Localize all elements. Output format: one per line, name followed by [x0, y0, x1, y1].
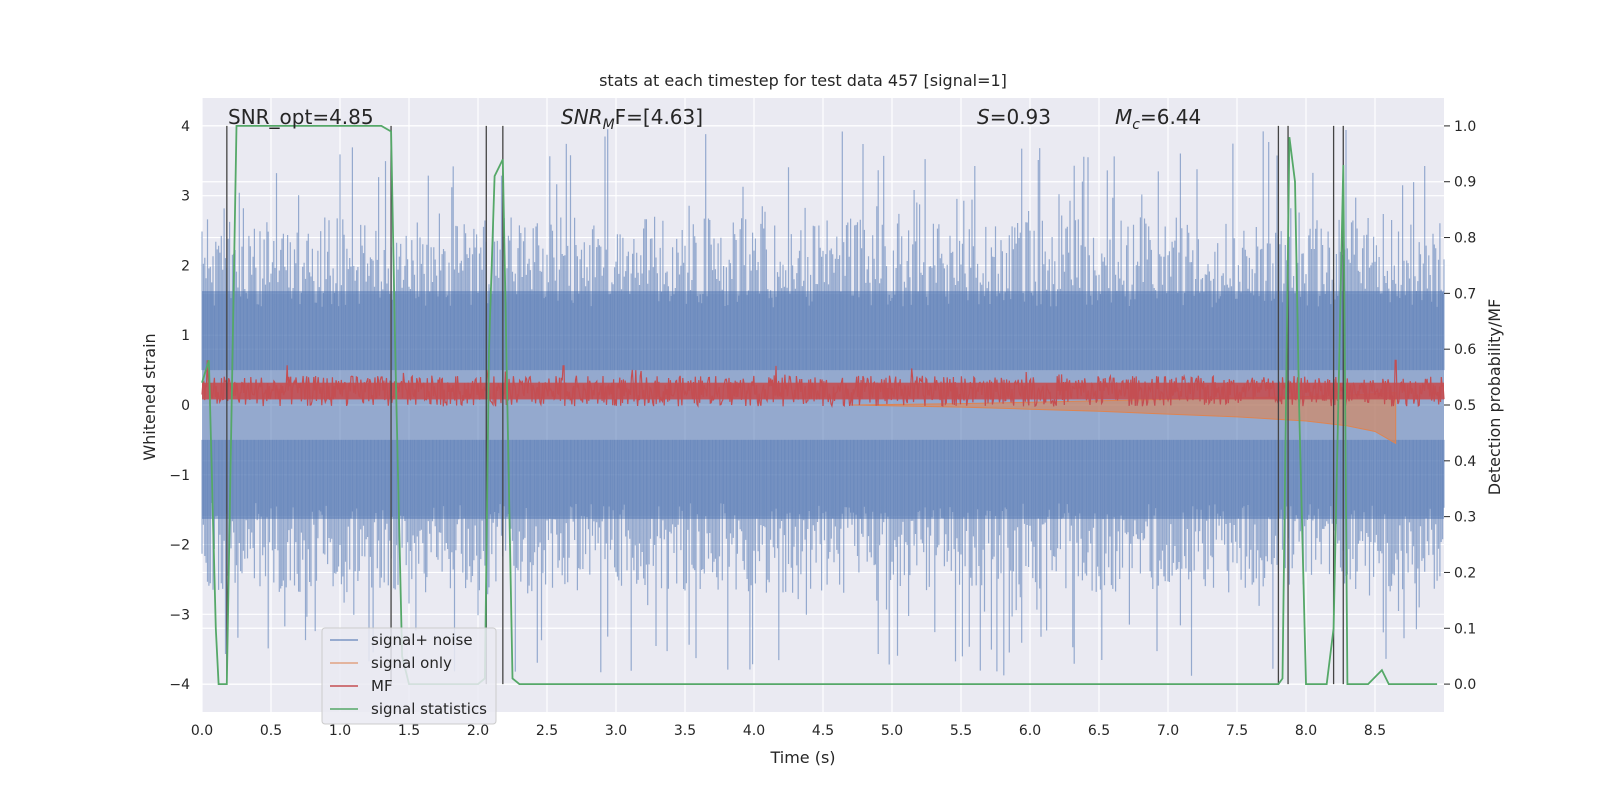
y2-tick-label: 0.4	[1454, 454, 1476, 470]
annotation-mc-sub: c	[1132, 117, 1140, 133]
x-axis-ticks: 0.0 0.5 1.0 1.5 2.0 2.5 3.0 3.5 4.0 4.5 5.0 5.5 6.0 6…	[191, 723, 1386, 739]
signal-statistics-line	[201, 125, 1438, 685]
annotation-snr-mf-rest: F=[4.63]	[615, 105, 703, 129]
x-tick-label: 6.0	[1019, 723, 1041, 739]
y2-tick-label: 0.0	[1454, 677, 1476, 693]
chart-title: stats at each timestep for test data 457…	[599, 71, 1007, 90]
y2-tick-label: 0.7	[1454, 286, 1476, 302]
x-tick-label: 0.0	[191, 723, 213, 739]
x-tick-label: 7.5	[1226, 723, 1248, 739]
signal-only-envelope	[850, 391, 1397, 445]
x-tick-label: 5.0	[881, 723, 903, 739]
y-tick-label: −3	[169, 607, 190, 623]
y2-tick-label: 0.1	[1454, 621, 1476, 637]
x-tick-label: 6.5	[1088, 723, 1110, 739]
x-tick-label: 2.0	[467, 723, 489, 739]
y-tick-label: 2	[181, 258, 190, 274]
x-tick-label: 3.0	[605, 723, 627, 739]
y2-tick-label: 0.2	[1454, 565, 1476, 581]
legend-box	[321, 627, 497, 725]
legend-label-signal-noise: signal+ noise	[371, 631, 473, 649]
y-tick-label: 3	[181, 189, 190, 205]
y-tick-label: −2	[169, 538, 190, 554]
x-tick-label: 3.5	[674, 723, 696, 739]
noise-spikes-upper	[201, 129, 1445, 371]
legend-label-mf: MF	[371, 677, 393, 695]
y2-axis-ticks: 1.0 0.9 0.8 0.7 0.6 0.5 0.4 0.3 0.2 0.1 0.0	[1444, 119, 1476, 693]
y2-axis-label: Detection probability/MF	[1485, 299, 1504, 496]
x-axis-label: Time (s)	[769, 748, 835, 767]
y-axis-ticks: 4 3 2 1 0 −1 −2 −3 −4	[169, 119, 190, 693]
y-axis-label: Whitened strain	[140, 333, 159, 460]
annotation-snr-mf-sub: M	[603, 117, 615, 133]
x-tick-label: 8.5	[1364, 723, 1386, 739]
annotation-s: S=0.93	[977, 105, 1051, 129]
legend: signal+ noise signal only MF signal stat…	[321, 627, 497, 725]
y2-tick-label: 0.8	[1454, 231, 1476, 247]
y2-tick-label: 0.3	[1454, 510, 1476, 526]
y2-tick-label: 0.6	[1454, 342, 1476, 358]
y-tick-label: −1	[169, 468, 190, 484]
y2-tick-label: 1.0	[1454, 119, 1476, 135]
x-tick-label: 5.5	[950, 723, 972, 739]
annotation-mc: Mc=6.44	[1115, 105, 1201, 133]
y-tick-label: 0	[181, 398, 190, 414]
annotation-s-symbol: S	[977, 105, 990, 129]
y-tick-label: 1	[181, 328, 190, 344]
noise-spikes-lower	[201, 439, 1445, 676]
annotation-mc-symbol: M	[1115, 105, 1132, 129]
annotation-snr-opt: SNR_opt=4.85	[228, 105, 374, 129]
x-tick-label: 0.5	[260, 723, 282, 739]
x-tick-label: 4.0	[743, 723, 765, 739]
x-tick-label: 2.5	[536, 723, 558, 739]
y2-tick-label: 0.5	[1454, 398, 1476, 414]
y-tick-label: 4	[181, 119, 190, 135]
x-tick-label: 1.0	[329, 723, 351, 739]
signal-statistics-series	[201, 125, 1438, 685]
legend-label-signal-only: signal only	[371, 654, 452, 672]
x-tick-label: 8.0	[1295, 723, 1317, 739]
y-tick-label: −4	[169, 677, 190, 693]
x-tick-label: 1.5	[398, 723, 420, 739]
annotation-s-value: =0.93	[990, 105, 1051, 129]
annotation-snr-mf: SNRMF=[4.63]	[561, 105, 703, 133]
annotation-snr-mf-base: SNR	[561, 105, 603, 129]
mf-series	[201, 359, 1445, 408]
legend-label-signal-statistics: signal statistics	[371, 700, 487, 718]
mf-line	[201, 359, 1445, 408]
x-tick-label: 7.0	[1157, 723, 1179, 739]
signal-only-series	[850, 391, 1397, 445]
y2-tick-label: 0.9	[1454, 175, 1476, 191]
annotation-mc-value: =6.44	[1140, 105, 1201, 129]
x-tick-label: 4.5	[812, 723, 834, 739]
